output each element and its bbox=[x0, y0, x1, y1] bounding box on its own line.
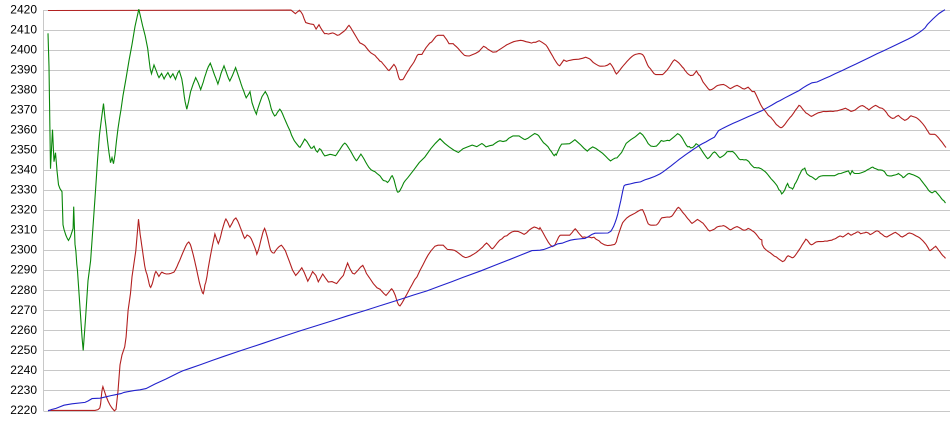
svg-text:2290: 2290 bbox=[10, 263, 37, 277]
svg-text:2240: 2240 bbox=[10, 363, 37, 377]
svg-text:2270: 2270 bbox=[10, 303, 37, 317]
svg-text:2340: 2340 bbox=[10, 163, 37, 177]
svg-text:2350: 2350 bbox=[10, 143, 37, 157]
svg-text:2300: 2300 bbox=[10, 243, 37, 257]
svg-text:2330: 2330 bbox=[10, 183, 37, 197]
svg-text:2420: 2420 bbox=[10, 2, 37, 16]
svg-text:2400: 2400 bbox=[10, 43, 37, 57]
svg-text:2320: 2320 bbox=[10, 203, 37, 217]
svg-text:2410: 2410 bbox=[10, 22, 37, 36]
svg-text:2390: 2390 bbox=[10, 63, 37, 77]
svg-text:2360: 2360 bbox=[10, 123, 37, 137]
svg-text:2260: 2260 bbox=[10, 323, 37, 337]
svg-text:2370: 2370 bbox=[10, 103, 37, 117]
svg-text:2280: 2280 bbox=[10, 283, 37, 297]
svg-text:2250: 2250 bbox=[10, 343, 37, 357]
svg-text:2230: 2230 bbox=[10, 383, 37, 397]
svg-text:2220: 2220 bbox=[10, 403, 37, 417]
svg-text:2380: 2380 bbox=[10, 83, 37, 97]
svg-text:2310: 2310 bbox=[10, 223, 37, 237]
